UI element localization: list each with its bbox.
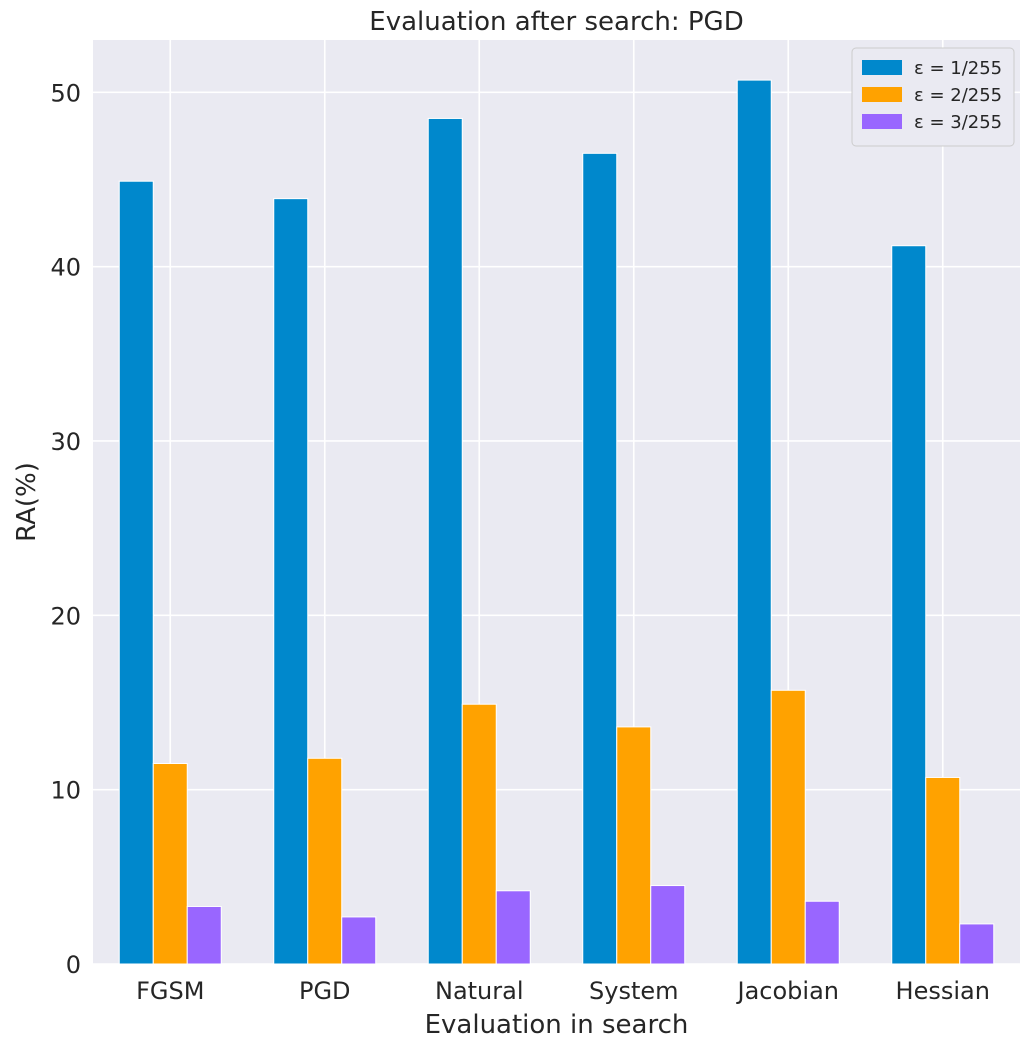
legend-swatch [862, 60, 902, 75]
bar [461, 703, 497, 965]
bar [307, 757, 343, 965]
bar [770, 689, 806, 965]
x-tick-label: Jacobian [736, 977, 839, 1005]
bar [186, 905, 222, 965]
y-axis-title: RA(%) [12, 462, 42, 542]
bar [582, 152, 618, 965]
legend-label: ε = 1/255 [914, 58, 1002, 79]
legend-swatch [862, 114, 902, 129]
bar [891, 245, 927, 965]
bar [616, 726, 652, 965]
plot-background [93, 40, 1020, 964]
bar [925, 776, 961, 965]
bar [804, 900, 840, 965]
y-tick-label: 30 [50, 428, 81, 456]
y-tick-label: 20 [50, 602, 81, 630]
legend-swatch [862, 87, 902, 102]
x-tick-label: Hessian [896, 977, 990, 1005]
x-tick-label: FGSM [136, 977, 204, 1005]
bars [118, 79, 995, 965]
y-tick-label: 40 [50, 254, 81, 282]
bar [152, 763, 188, 965]
x-axis-title: Evaluation in search [425, 1010, 689, 1040]
chart-title: Evaluation after search: PGD [369, 7, 743, 37]
bar [427, 117, 463, 965]
legend-label: ε = 2/255 [914, 85, 1002, 106]
y-tick-label: 10 [50, 777, 81, 805]
bar [495, 890, 531, 965]
x-tick-label: System [589, 977, 679, 1005]
y-tick-label: 0 [66, 951, 81, 979]
x-tick-label: Natural [435, 977, 524, 1005]
bar [736, 79, 772, 965]
legend: ε = 1/255 ε = 2/255 ε = 3/255 [851, 47, 1015, 147]
x-tick-label: PGD [299, 977, 351, 1005]
legend-label: ε = 3/255 [914, 112, 1002, 133]
x-tick-labels: FGSM PGD Natural System Jacobian Hessian [136, 977, 990, 1005]
bar [341, 916, 377, 965]
y-tick-labels: 0 10 20 30 40 50 [50, 79, 81, 979]
bar [650, 885, 686, 965]
bar [959, 923, 995, 965]
y-tick-label: 50 [50, 79, 81, 107]
bar [118, 180, 154, 965]
bar [273, 198, 309, 965]
